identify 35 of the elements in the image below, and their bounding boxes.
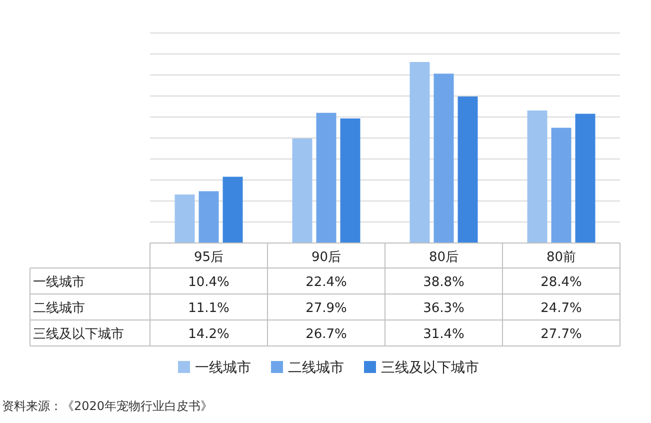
bar	[434, 74, 454, 243]
bar	[458, 96, 478, 243]
data-label: 14.2%	[188, 327, 230, 342]
bar	[551, 128, 572, 243]
bar	[292, 138, 312, 243]
legend-label: 一线城市	[195, 360, 251, 376]
x-tick-label: 80前	[546, 250, 576, 265]
bar	[340, 118, 360, 243]
data-label: 31.4%	[423, 327, 464, 342]
text: 二线城市	[33, 301, 85, 316]
data-label: 11.1%	[188, 301, 230, 316]
bar	[198, 191, 219, 243]
bar	[316, 112, 336, 243]
bar	[174, 194, 195, 243]
bar	[575, 114, 596, 243]
legend-label: 二线城市	[288, 360, 344, 376]
data-label: 28.4%	[540, 275, 582, 290]
bar	[222, 176, 243, 243]
data-label: 36.3%	[423, 301, 464, 316]
x-tick-label: 80后	[428, 250, 459, 265]
x-tick-label: 95后	[194, 250, 224, 265]
x-tick-label: 90后	[311, 250, 342, 265]
data-label: 24.7%	[540, 301, 582, 316]
text: 三线及以下城市	[33, 327, 124, 342]
data-label: 27.7%	[540, 327, 582, 342]
data-label: 10.4%	[188, 275, 230, 290]
data-label: 22.4%	[306, 275, 347, 290]
text: 一线城市	[33, 275, 85, 290]
data-label: 38.8%	[423, 275, 464, 290]
bar	[527, 110, 548, 243]
legend-label: 三线及以下城市	[381, 360, 479, 376]
data-label: 26.7%	[306, 327, 347, 342]
text: 资料来源：《2020年宠物行业白皮书》	[2, 399, 213, 413]
bar	[410, 62, 430, 243]
data-label: 27.9%	[306, 301, 347, 316]
